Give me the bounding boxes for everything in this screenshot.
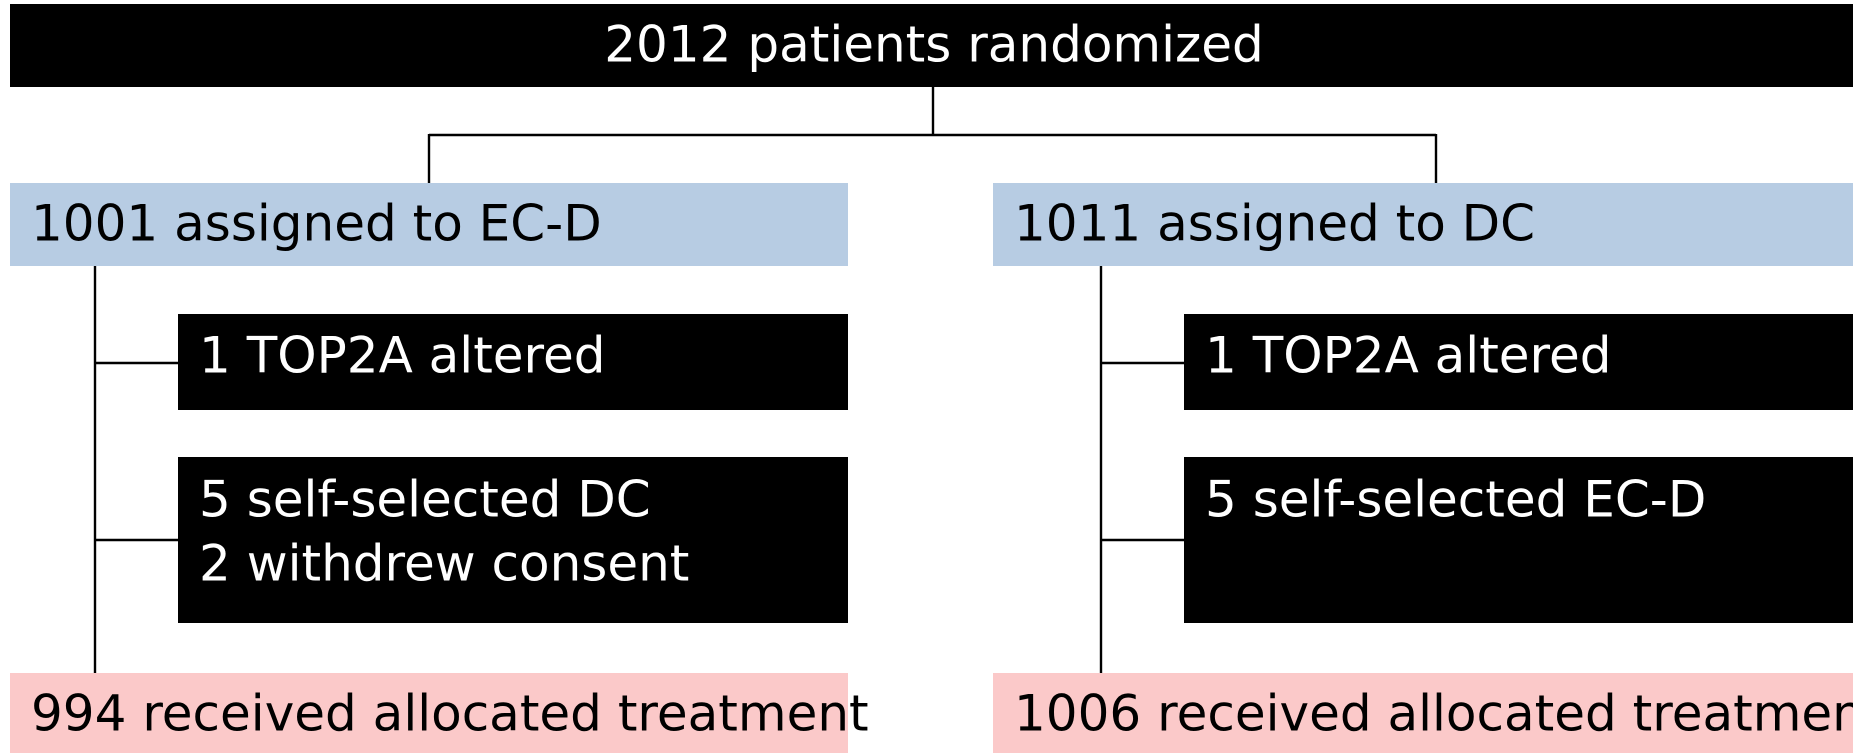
top-box [10,4,1853,87]
exclusion-label: 1 TOP2A altered [199,327,606,385]
assigned-label: 1001 assigned to EC-D [31,195,602,253]
received-box [993,673,1853,753]
exclusion-box [1184,314,1853,410]
exclusion-label: 1 TOP2A altered [1205,327,1612,385]
exclusion-box [178,457,848,623]
arms: 1001 assigned to EC-D 1 TOP2A altered 5 se… [10,183,1853,753]
exclusion-box [178,314,848,410]
exclusion-label: 5 self-selected DC [199,471,651,529]
assigned-box [993,183,1853,266]
exclusion-box [1184,457,1853,623]
received-box [10,673,848,753]
assigned-label: 1011 assigned to DC [1014,195,1535,253]
top-label: 2012 patients randomized [604,16,1264,74]
received-label: 994 received allocated treatment [31,685,869,743]
assigned-box [10,183,848,266]
exclusion-label: 2 withdrew consent [199,535,689,593]
received-label: 1006 received allocated treatment [1014,685,1853,743]
exclusion-label: 5 self-selected EC-D [1205,471,1706,529]
